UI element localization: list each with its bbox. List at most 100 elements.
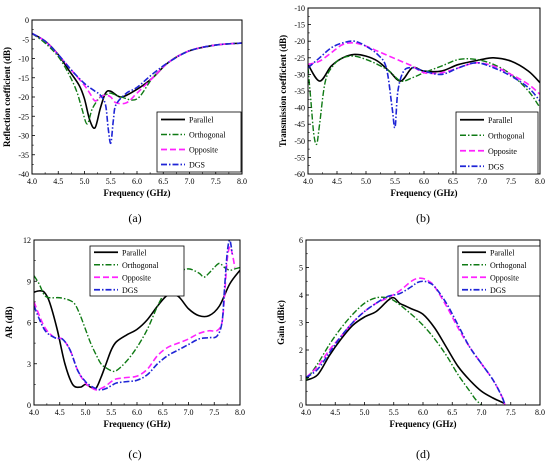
series-line-orthogonal	[306, 296, 482, 405]
series-line-dgs	[34, 240, 234, 391]
series-line-parallel	[306, 296, 506, 405]
y-axis-label: Gain (dBic)	[276, 300, 286, 345]
y-tick-label: -15	[18, 74, 29, 83]
y-tick-label: -45	[294, 120, 305, 129]
x-tick-label: 8.0	[535, 408, 545, 417]
y-tick-label: -20	[18, 93, 29, 102]
series-line-parallel	[34, 269, 240, 390]
series-line-orthogonal	[308, 55, 540, 146]
y-axis-label: Reflection coefficient (dB)	[2, 47, 12, 147]
legend-box	[89, 245, 185, 297]
legend-label-opposite: Opposite	[122, 273, 151, 282]
panel-a: 4.0 4.5 5.0 5.5 6.0 6.5 7.0 7.5 8.0 0 -5 -10 -15 -20 -…	[2, 16, 247, 225]
x-tick-label: 4.5	[332, 177, 342, 186]
y-tick-label: 1	[299, 374, 303, 383]
x-tick-label: 4.5	[53, 177, 63, 186]
x-tick-label: 4.0	[27, 177, 37, 186]
x-tick-label: 4.0	[29, 408, 39, 417]
x-tick-label: 8.0	[237, 177, 247, 186]
x-tick-label: 6.5	[158, 408, 168, 417]
y-tick-label: 0	[25, 16, 29, 25]
y-tick-label: 6	[27, 319, 31, 328]
y-tick-label: -40	[294, 104, 305, 113]
y-tick-label: 9	[27, 277, 31, 286]
y-tick-label: 0	[299, 401, 303, 410]
x-tick-label: 6.0	[418, 408, 428, 417]
series-line-dgs	[32, 32, 242, 145]
y-tick-label: -50	[294, 137, 305, 146]
x-tick-label: 5.0	[360, 408, 370, 417]
legend-label-parallel: Parallel	[490, 248, 515, 257]
legend-label-parallel: Parallel	[189, 116, 214, 125]
x-axis-label: Frequency (GHz)	[103, 419, 170, 429]
x-axis-label: Frequency (GHz)	[389, 419, 456, 429]
y-tick-label: 2	[299, 346, 303, 355]
y-tick-label: -30	[294, 70, 305, 79]
x-tick-label: 6.0	[132, 177, 142, 186]
x-tick-label: 4.0	[303, 177, 313, 186]
series-line-dgs	[308, 40, 540, 129]
y-tick-label: -55	[294, 153, 305, 162]
x-tick-label: 7.5	[506, 177, 516, 186]
y-tick-label: -10	[294, 4, 305, 13]
x-tick-label: 4.0	[301, 408, 311, 417]
series-line-orthogonal	[34, 262, 240, 373]
legend: Parallel Orthogonal Opposite DGS	[89, 245, 185, 297]
y-tick-label: 3	[299, 319, 303, 328]
x-tick-label: 7.0	[184, 408, 194, 417]
y-axis-label: AR (dB)	[4, 306, 14, 338]
y-tick-label: -40	[18, 170, 29, 179]
y-tick-label: 12	[23, 236, 31, 245]
panel-c: 4.0 4.5 5.0 5.5 6.0 6.5 7.0 7.5 8.0 0 3 6 9 12 Frequen…	[4, 236, 245, 461]
x-tick-label: 5.5	[389, 408, 399, 417]
legend-label-opposite: Opposite	[490, 273, 519, 282]
y-tick-label: -10	[18, 55, 29, 64]
series-line-parallel	[308, 53, 540, 84]
legend-label-orthogonal: Orthogonal	[488, 131, 525, 140]
x-tick-label: 5.5	[106, 408, 116, 417]
y-tick-label: -35	[18, 151, 29, 160]
y-axis-label: Transmission coefficient (dB)	[278, 35, 288, 147]
x-tick-label: 5.0	[81, 408, 91, 417]
x-axis-label: Frequency (GHz)	[390, 188, 457, 198]
panel-d: 4.0 4.5 5.0 5.5 6.0 6.5 7.0 7.5 8.0 0 1 2 3 4 5 6 Freque…	[276, 236, 545, 461]
x-tick-label: 7.0	[477, 408, 487, 417]
legend-label-parallel: Parallel	[488, 116, 513, 125]
panel-label: (d)	[416, 447, 430, 461]
legend-label-dgs: DGS	[490, 286, 506, 295]
legend-box	[156, 111, 242, 173]
legend: Parallel Orthogonal Opposite DGS	[457, 245, 541, 297]
x-tick-label: 7.0	[477, 177, 487, 186]
y-tick-label: -5	[22, 35, 29, 44]
x-tick-label: 6.0	[419, 177, 429, 186]
x-tick-label: 8.0	[235, 408, 245, 417]
x-tick-label: 6.5	[448, 177, 458, 186]
series-line-dgs	[306, 280, 506, 405]
x-tick-label: 6.5	[158, 177, 168, 186]
legend: Parallel Orthogonal Opposite DGS	[156, 111, 242, 173]
legend-label-orthogonal: Orthogonal	[189, 131, 226, 140]
y-tick-label: -60	[294, 170, 305, 179]
x-tick-label: 5.5	[390, 177, 400, 186]
x-tick-label: 4.5	[55, 408, 65, 417]
legend-label-parallel: Parallel	[122, 248, 147, 257]
legend-label-dgs: DGS	[488, 162, 504, 171]
x-tick-label: 7.5	[506, 408, 516, 417]
y-tick-label: 0	[27, 401, 31, 410]
x-tick-label: 4.5	[330, 408, 340, 417]
legend-label-dgs: DGS	[122, 286, 138, 295]
x-tick-label: 5.5	[106, 177, 116, 186]
x-tick-label: 7.5	[209, 408, 219, 417]
panel-label: (c)	[128, 447, 141, 461]
y-tick-label: -25	[294, 54, 305, 63]
panel-b: 4.0 4.5 5.0 5.5 6.0 6.5 7.0 7.5 8.0 -10 -15 -20 -25 -…	[278, 4, 545, 225]
series-line-opposite	[32, 32, 242, 105]
y-tick-label: -25	[18, 112, 29, 121]
x-tick-label: 5.0	[80, 177, 90, 186]
y-tick-label: 6	[299, 236, 303, 245]
y-tick-label: 3	[27, 360, 31, 369]
x-tick-label: 5.0	[361, 177, 371, 186]
x-tick-label: 7.0	[185, 177, 195, 186]
legend-label-opposite: Opposite	[189, 146, 218, 155]
panel-label: (b)	[416, 211, 430, 225]
